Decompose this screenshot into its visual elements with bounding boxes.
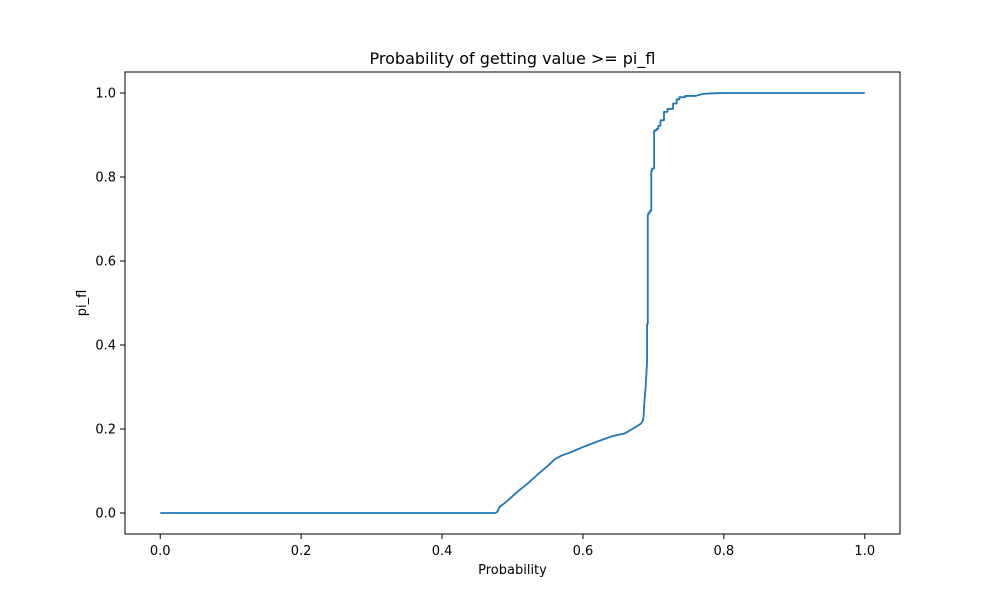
- y-tick-label: 1.0: [95, 87, 116, 102]
- y-tick-label: 0.2: [95, 423, 116, 438]
- series-line: [160, 92, 865, 514]
- x-tick-label: 0.8: [714, 544, 735, 559]
- x-axis-label: Probability: [478, 563, 547, 578]
- y-axis-label: pi_fl: [75, 290, 90, 317]
- y-tick-label: 0.0: [95, 507, 116, 522]
- plot-frame: [124, 71, 901, 535]
- x-tick-label: 0.6: [573, 544, 594, 559]
- plot-area: [160, 92, 865, 514]
- y-tick-label: 0.8: [95, 171, 116, 186]
- y-axis: 0.0 0.2 0.4 0.6 0.8 1.0: [95, 87, 125, 522]
- y-tick-label: 0.4: [95, 339, 116, 354]
- x-tick-label: 0.2: [291, 544, 312, 559]
- chart-title: Probability of getting value >= pi_fl: [370, 49, 656, 69]
- y-tick-label: 0.6: [95, 255, 116, 270]
- x-tick-label: 0.4: [432, 544, 453, 559]
- x-axis: 0.0 0.2 0.4 0.6 0.8 1.0: [150, 534, 875, 559]
- x-tick-label: 1.0: [854, 544, 875, 559]
- x-tick-label: 0.0: [150, 544, 171, 559]
